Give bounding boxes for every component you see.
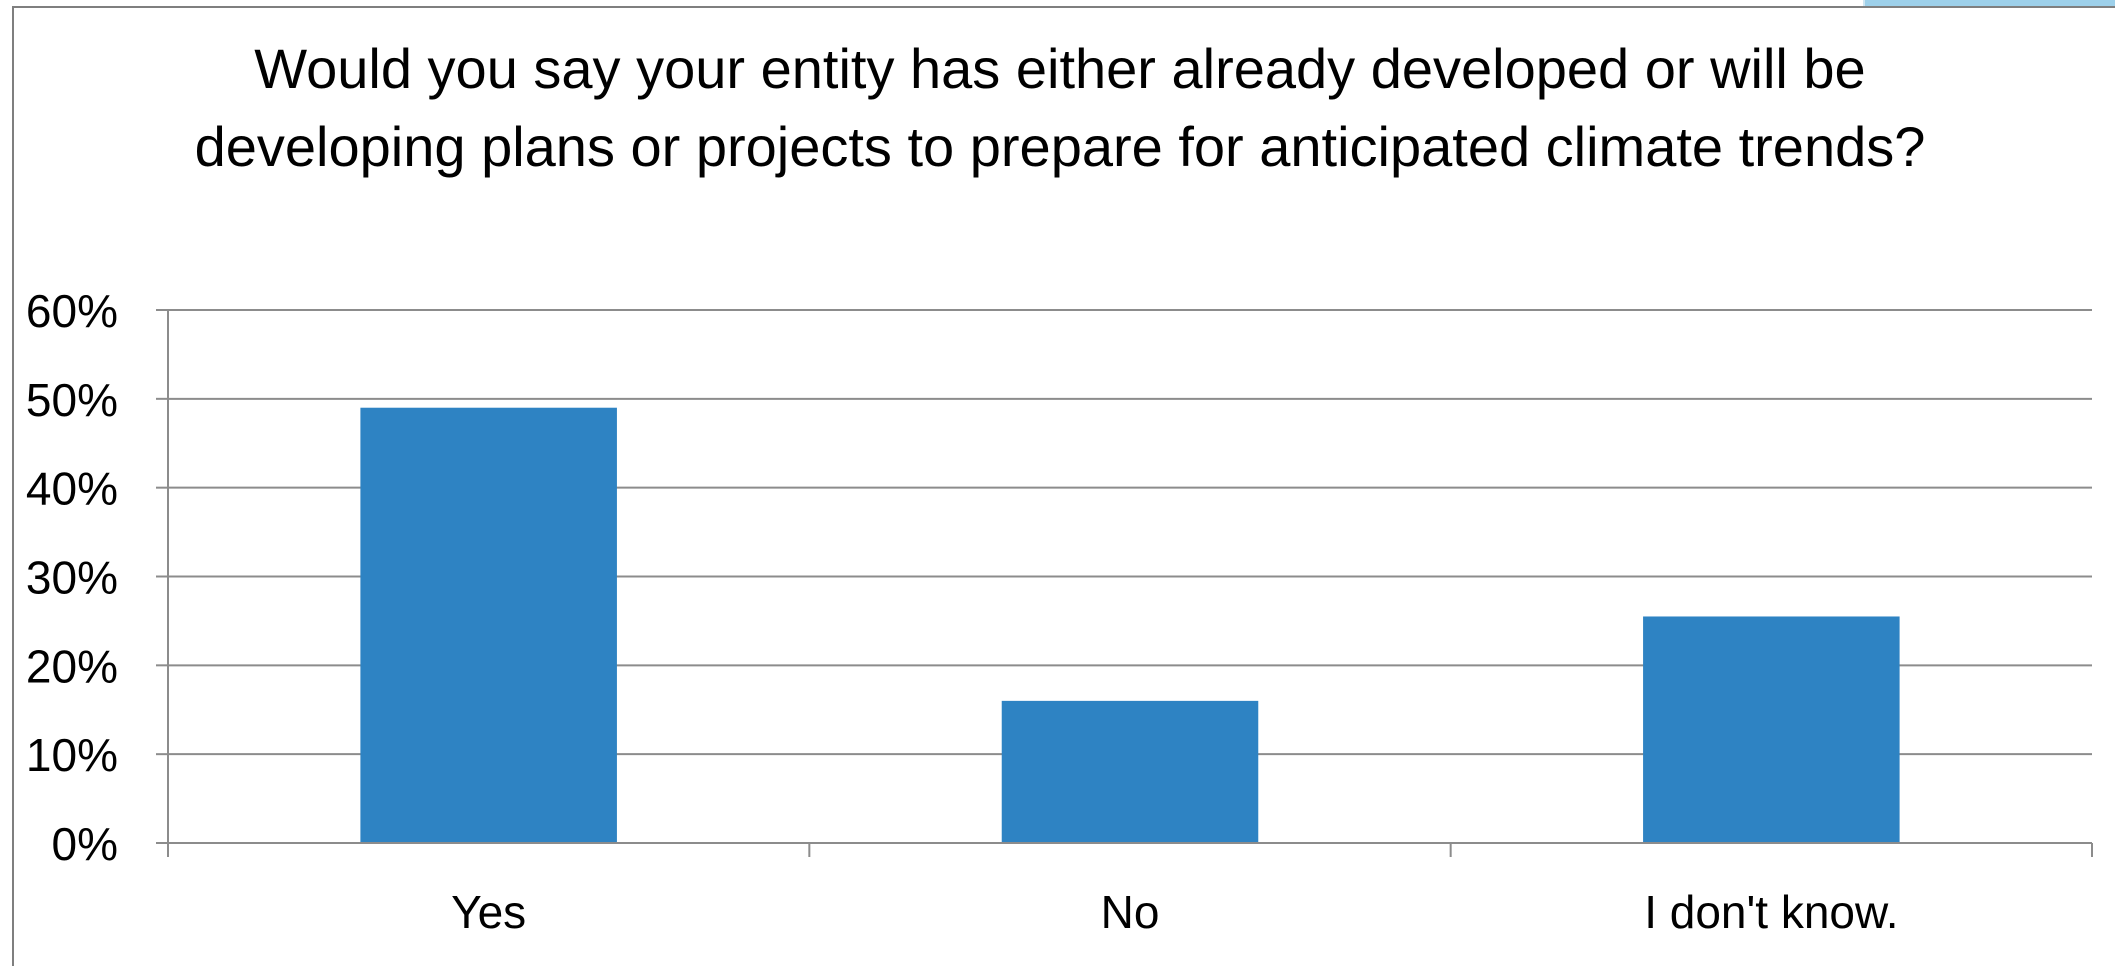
y-tick-labels: 0% 10% 20% 30% 40% 50% 60% (26, 285, 118, 870)
chart-frame (12, 6, 2115, 966)
x-tick-labels: Yes No I don't know. (451, 886, 1898, 938)
corner-decoration (1863, 0, 2115, 6)
y-tick-label: 30% (26, 552, 118, 604)
y-tick-label: 10% (26, 729, 118, 781)
y-tick-label: 60% (26, 285, 118, 337)
bar (1643, 616, 1900, 843)
bar (1001, 700, 1259, 843)
x-tick-label: No (1101, 886, 1160, 938)
x-tick-label: I don't know. (1644, 886, 1898, 938)
chart-title: Would you say your entity has either alr… (194, 37, 1926, 178)
x-tick-label: Yes (451, 886, 526, 938)
y-tick-label: 20% (26, 640, 118, 692)
y-tick-label: 0% (52, 818, 118, 870)
y-tick-label: 40% (26, 463, 118, 515)
y-tick-label: 50% (26, 374, 118, 426)
bars (360, 407, 1900, 843)
axes (167, 310, 2093, 857)
bar (360, 407, 617, 843)
